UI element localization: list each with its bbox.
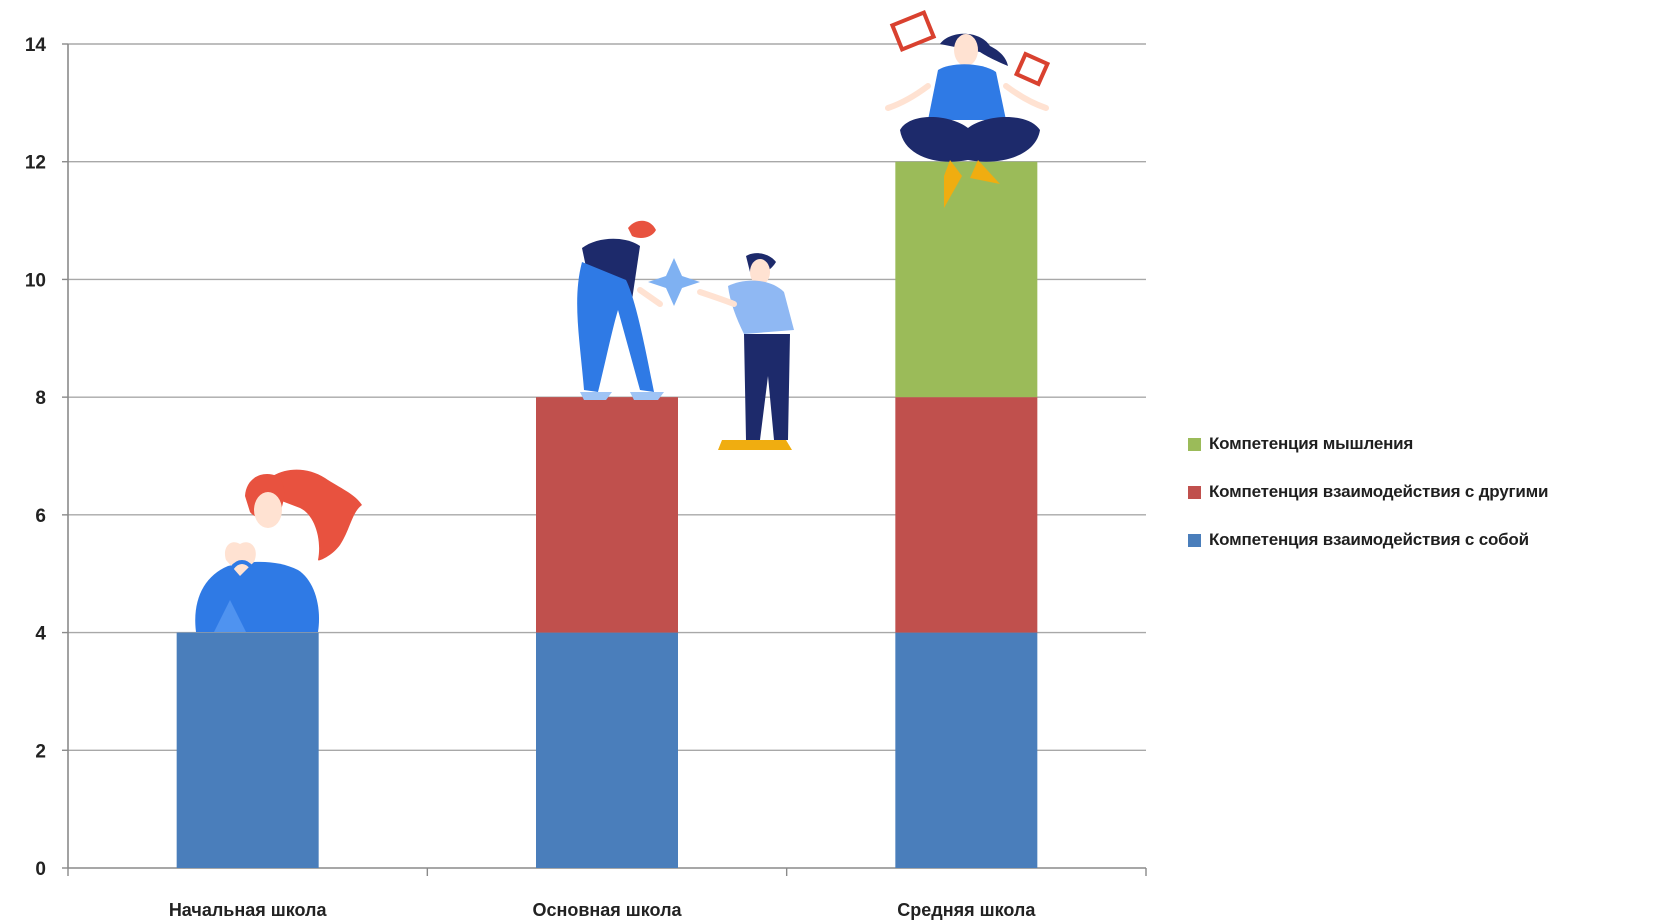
y-tick-label: 2 [35, 741, 46, 762]
legend-label-thinking: Компетенция мышления [1209, 434, 1414, 453]
girl-heart-hands-illustration [195, 469, 362, 632]
x-category-label: Начальная школа [169, 900, 328, 920]
legend-swatch-others [1188, 485, 1201, 499]
bar-segment-2-2 [895, 161, 1038, 398]
chart-legend: Компетенция мышления Компетенция взаимод… [1188, 420, 1658, 564]
legend-item-self: Компетенция взаимодействия с собой [1188, 516, 1658, 564]
bar-segment-1-0 [536, 632, 678, 868]
x-category-label: Основная школа [532, 900, 682, 920]
bar-segment-2-1 [895, 397, 1038, 633]
bar-segment-0-0 [176, 632, 319, 868]
y-tick-label: 6 [35, 506, 46, 527]
y-tick-label: 0 [35, 859, 46, 880]
legend-swatch-thinking [1188, 437, 1201, 451]
legend-label-others: Компетенция взаимодействия с другими [1209, 482, 1549, 501]
x-axis-category-labels: Начальная школа Основная школа Средняя шко… [169, 900, 1037, 920]
x-category-label: Средняя школа [897, 900, 1036, 920]
y-tick-label: 4 [35, 624, 46, 645]
legend-label-self: Компетенция взаимодействия с собой [1209, 530, 1529, 549]
bar-segment-1-1 [536, 397, 678, 633]
y-tick-label: 10 [25, 270, 46, 291]
teacher-and-child-illustration [577, 220, 794, 450]
y-tick-label: 12 [25, 153, 46, 174]
legend-item-others: Компетенция взаимодействия с другими [1188, 468, 1658, 516]
legend-item-thinking: Компетенция мышления [1188, 420, 1658, 468]
bar-segment-2-0 [895, 632, 1038, 868]
legend-swatch-self [1188, 533, 1201, 547]
y-axis-tick-labels: 0 2 4 6 8 10 12 14 [25, 35, 47, 880]
bars [176, 161, 1038, 868]
y-tick-label: 14 [25, 35, 47, 56]
meditating-woman-with-books-illustration [885, 9, 1051, 208]
y-tick-label: 8 [35, 388, 46, 409]
